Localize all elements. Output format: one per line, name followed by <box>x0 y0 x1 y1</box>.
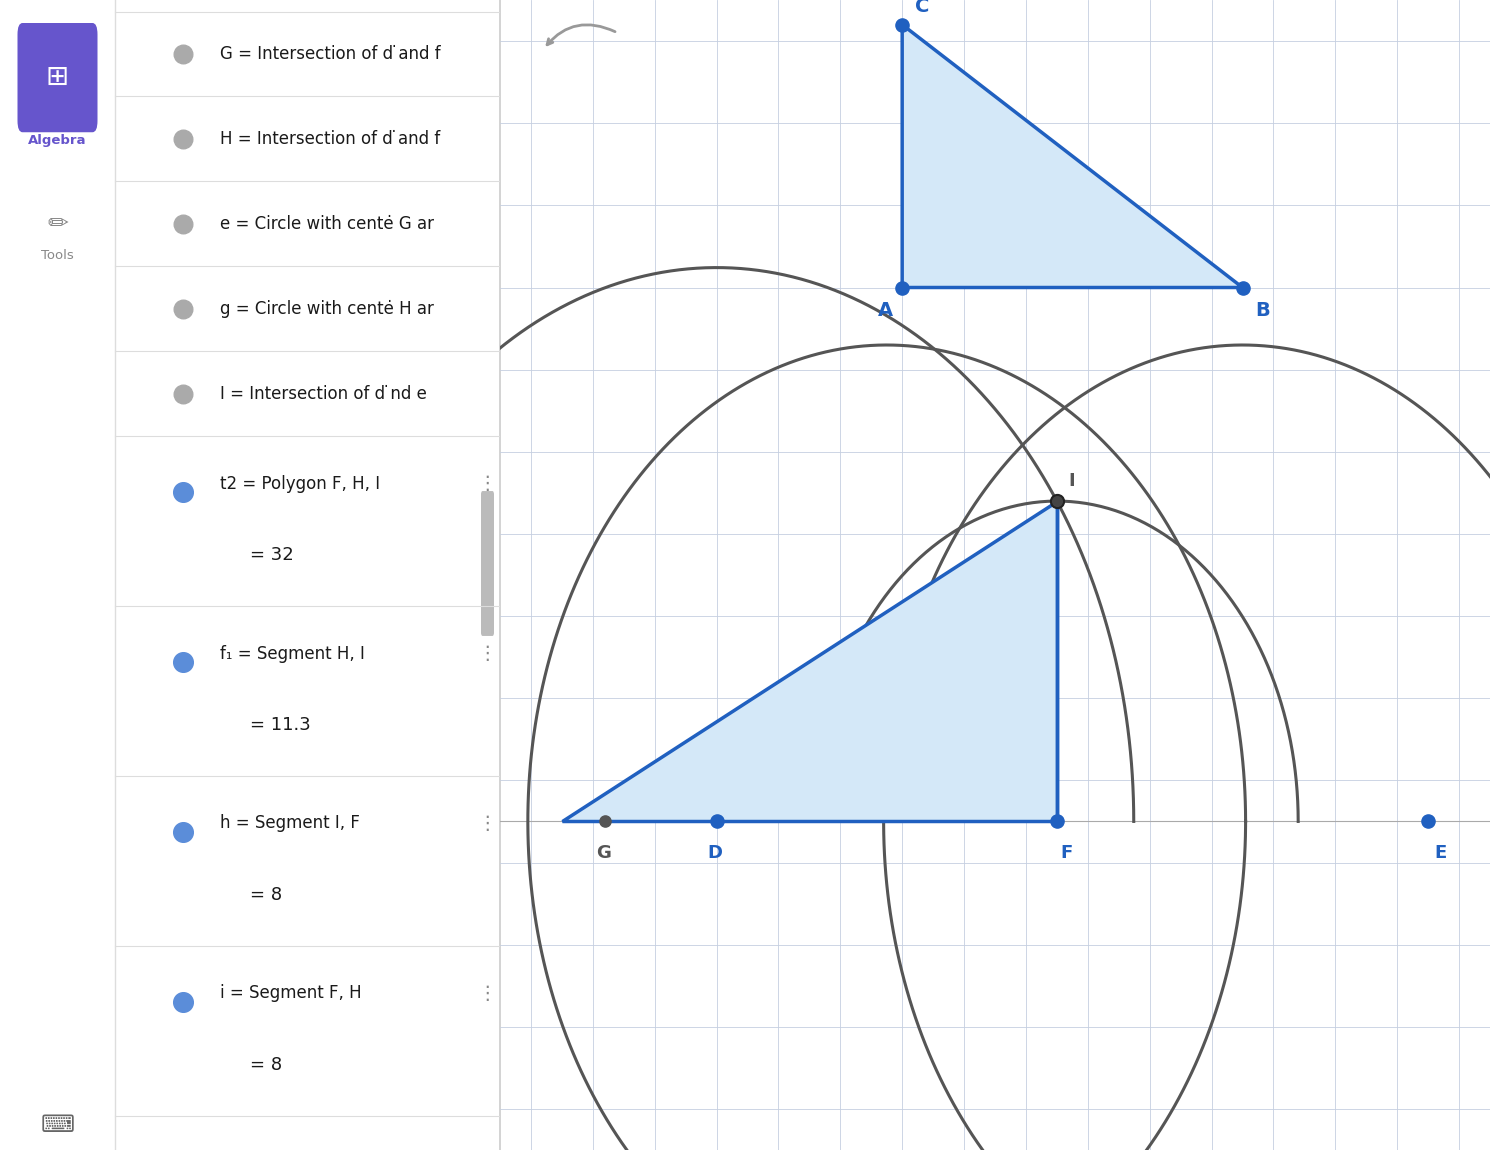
Text: G: G <box>596 844 611 862</box>
Text: ⌨: ⌨ <box>40 1113 74 1136</box>
Text: = 8: = 8 <box>250 1056 282 1074</box>
Text: I: I <box>1068 473 1074 490</box>
Polygon shape <box>562 501 1056 821</box>
Text: ⊞: ⊞ <box>46 63 69 91</box>
Text: D: D <box>708 844 723 862</box>
Point <box>1044 812 1068 830</box>
Point <box>1416 812 1439 830</box>
Text: Tools: Tools <box>42 248 74 262</box>
Text: = 8: = 8 <box>250 886 282 904</box>
Text: F: F <box>1059 844 1073 862</box>
Text: I = Intersection of d ̇nd e: I = Intersection of d ̇nd e <box>221 384 426 402</box>
Point <box>705 812 729 830</box>
Point <box>593 812 617 830</box>
Text: h = Segment I, F: h = Segment I, F <box>221 814 361 833</box>
Point <box>170 822 194 841</box>
Text: ⋮: ⋮ <box>478 983 498 1003</box>
Point <box>1044 492 1068 511</box>
FancyBboxPatch shape <box>18 23 97 132</box>
Text: C: C <box>915 0 928 16</box>
Point <box>170 45 194 63</box>
Point <box>170 653 194 672</box>
Point <box>170 483 194 501</box>
Text: ⋮: ⋮ <box>478 814 498 833</box>
Text: H = Intersection of d ̇and f: H = Intersection of d ̇and f <box>221 130 440 148</box>
Text: i = Segment F, H: i = Segment F, H <box>221 984 362 1002</box>
Point <box>170 992 194 1011</box>
Text: = 32: = 32 <box>250 546 294 564</box>
Text: B: B <box>1255 301 1269 320</box>
Point <box>1231 278 1255 297</box>
Text: = 11.3: = 11.3 <box>250 715 311 734</box>
Text: g = Circle with centė H ar: g = Circle with centė H ar <box>221 300 434 317</box>
Text: f₁ = Segment H, I: f₁ = Segment H, I <box>221 644 365 662</box>
Text: t2 = Polygon F, H, I: t2 = Polygon F, H, I <box>221 475 380 492</box>
Point <box>890 15 913 33</box>
Point <box>170 215 194 233</box>
Text: ⋮: ⋮ <box>478 644 498 664</box>
Text: Algebra: Algebra <box>28 133 86 147</box>
Text: G = Intersection of d ̇and f: G = Intersection of d ̇and f <box>221 45 441 63</box>
Polygon shape <box>901 24 1243 288</box>
Point <box>170 384 194 402</box>
Text: E: E <box>1435 844 1447 862</box>
Text: ⋮: ⋮ <box>478 474 498 493</box>
Text: e = Circle with centė G ar: e = Circle with centė G ar <box>221 215 434 232</box>
Point <box>890 278 913 297</box>
Point <box>170 130 194 148</box>
Point <box>170 299 194 317</box>
FancyBboxPatch shape <box>481 491 495 636</box>
Text: A: A <box>878 301 893 320</box>
Text: ✏: ✏ <box>48 213 69 236</box>
